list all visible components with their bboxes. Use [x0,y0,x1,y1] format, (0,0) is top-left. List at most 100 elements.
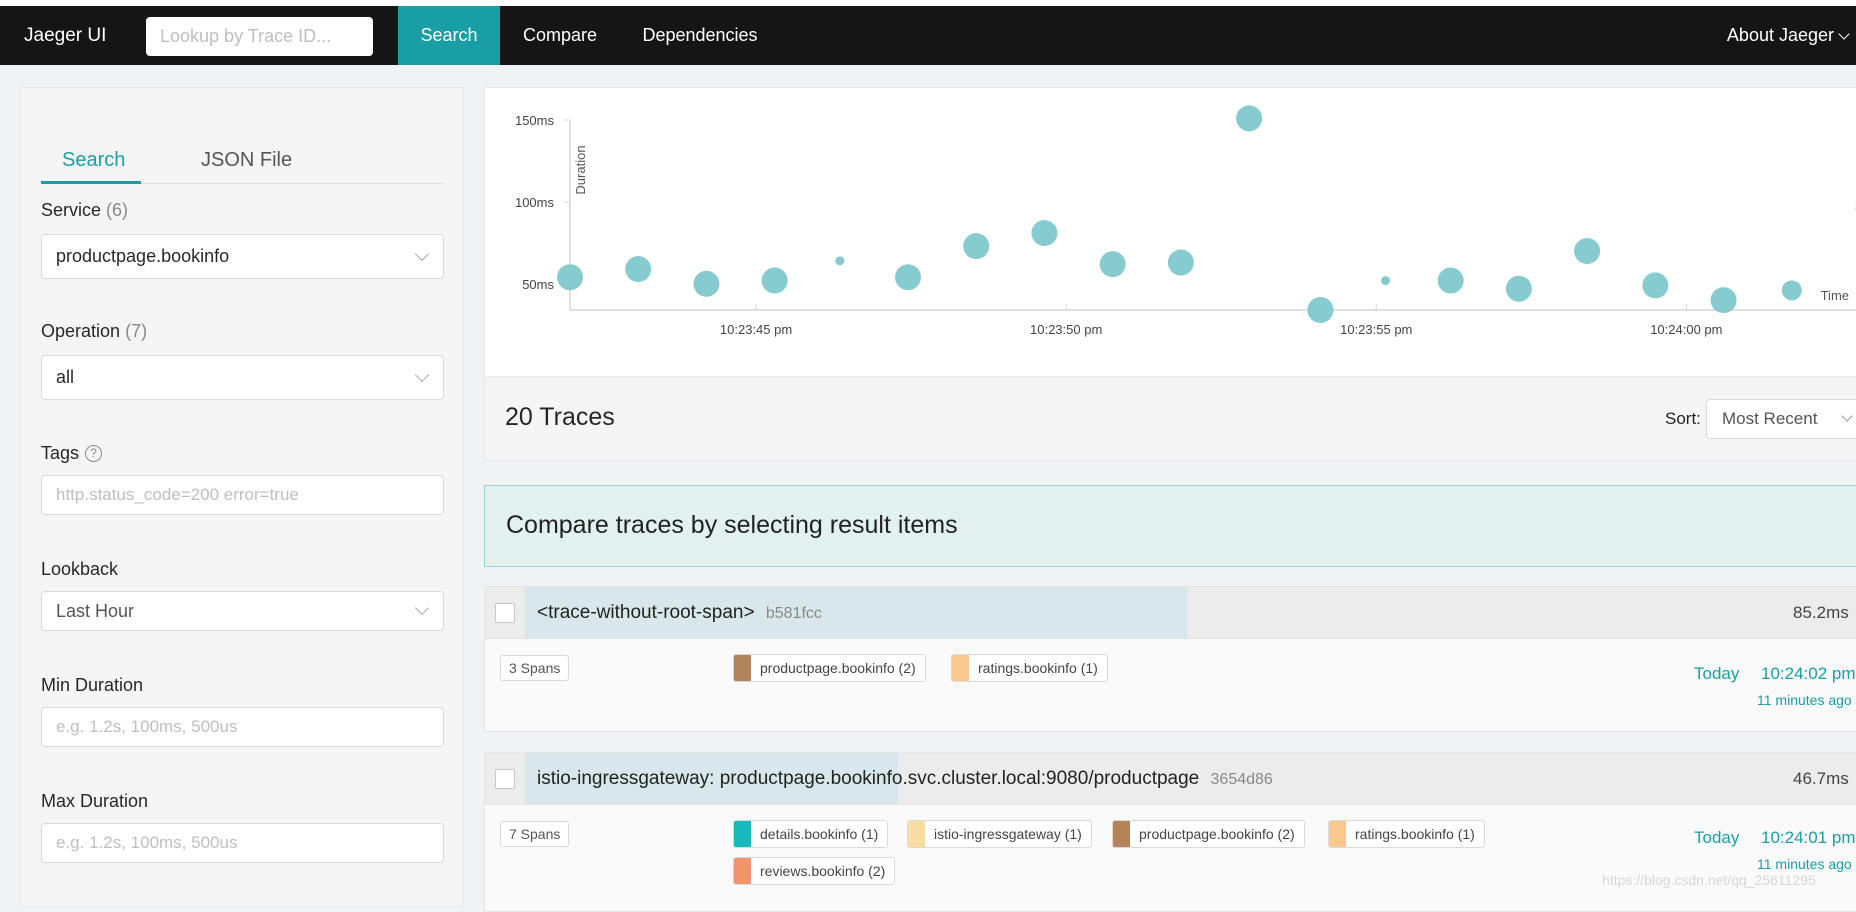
chevron-down-icon [415,247,429,261]
service-tag-label: productpage.bookinfo (2) [760,660,916,676]
trace-point[interactable] [693,271,719,297]
compare-banner: Compare traces by selecting result items [484,485,1856,567]
trace-name-text: <trace-without-root-span> [537,602,755,623]
y-tick-label: 50ms [522,277,554,292]
lookback-select[interactable]: Last Hour [41,591,444,631]
tags-label-text: Tags [41,443,79,463]
trace-point[interactable] [1642,272,1668,298]
brand-logo[interactable]: Jaeger UI [24,6,106,65]
nav-dependencies[interactable]: Dependencies [620,6,780,65]
trace-select-checkbox[interactable] [495,603,515,623]
help-icon[interactable]: ? [85,445,102,462]
service-tag: istio-ingressgateway (1) [907,820,1092,848]
trace-point[interactable] [1168,250,1194,276]
service-tag: details.bookinfo (1) [733,820,888,848]
service-label: Service (6) [41,200,128,221]
trace-title-bar[interactable]: <trace-without-root-span> b581fcc 85.2ms [485,587,1856,639]
y-tick-label: 100ms [515,195,555,210]
operation-select[interactable]: all [41,355,444,400]
service-select[interactable]: productpage.bookinfo [41,234,444,279]
service-value: productpage.bookinfo [56,246,229,266]
trace-name[interactable]: istio-ingressgateway: productpage.bookin… [537,753,1273,805]
sort-value: Most Recent [1722,409,1817,428]
top-nav: Jaeger UI Search Compare Dependencies Ab… [0,6,1856,65]
trace-name[interactable]: <trace-without-root-span> b581fcc [537,587,822,639]
max-duration-label: Max Duration [41,791,148,812]
trace-day: Today [1694,828,1739,848]
trace-point[interactable] [1236,105,1262,131]
x-tick-label: 10:23:45 pm [720,322,792,337]
tab-search[interactable]: Search [41,128,141,184]
service-tag-label: productpage.bookinfo (2) [1139,826,1295,842]
service-tag-label: ratings.bookinfo (1) [978,660,1098,676]
service-tag-label: details.bookinfo (1) [760,826,878,842]
trace-point[interactable] [1307,297,1333,323]
min-duration-input[interactable] [41,707,444,747]
max-duration-input[interactable] [41,823,444,863]
trace-point[interactable] [1711,287,1737,313]
service-tag: ratings.bookinfo (1) [1328,820,1485,848]
trace-time-ago: 11 minutes ago [1757,692,1852,708]
x-tick-label: 10:23:55 pm [1340,322,1412,337]
trace-time-ago: 11 minutes ago [1757,856,1852,872]
trace-point[interactable] [1438,268,1464,294]
nav-search[interactable]: Search [398,6,500,65]
nav-compare[interactable]: Compare [500,6,620,65]
trace-point[interactable] [1506,276,1532,302]
service-label-text: Service [41,200,101,220]
about-jaeger-label: About Jaeger [1727,25,1834,45]
trace-name-text: istio-ingressgateway: productpage.bookin… [537,768,1199,789]
span-count-badge: 3 Spans [500,655,569,681]
operation-value: all [56,367,74,387]
sidebar-tabs: Search JSON File [41,128,444,184]
service-tag-label: ratings.bookinfo (1) [1355,826,1475,842]
trace-point[interactable] [557,264,583,290]
traces-header: 20 Traces Sort: Most Recent [484,377,1856,461]
trace-duration: 46.7ms [1793,753,1856,805]
trace-id-lookup-input[interactable] [146,17,373,56]
sort-select[interactable]: Most Recent [1706,399,1856,439]
trace-point[interactable] [963,233,989,259]
min-duration-label: Min Duration [41,675,143,696]
span-count-badge: 7 Spans [500,821,569,847]
trace-id: 3654d86 [1211,771,1273,788]
trace-duration: 85.2ms [1793,587,1856,639]
trace-result-item[interactable]: istio-ingressgateway: productpage.bookin… [484,752,1856,912]
trace-point[interactable] [1100,251,1126,277]
trace-point[interactable] [1574,238,1600,264]
service-color-swatch [908,821,925,847]
trace-point[interactable] [762,268,788,294]
trace-result-item[interactable]: <trace-without-root-span> b581fcc 85.2ms… [484,586,1856,732]
trace-title-bar[interactable]: istio-ingressgateway: productpage.bookin… [485,753,1856,805]
trace-point[interactable] [835,256,844,265]
tab-json-file[interactable]: JSON File [201,128,292,184]
search-sidebar: Search JSON File Service (6) productpage… [20,87,464,907]
trace-point[interactable] [1031,220,1057,246]
service-count: (6) [106,200,128,220]
trace-point[interactable] [1381,276,1390,285]
watermark: https://blog.csdn.net/qq_25611295 [1602,872,1816,888]
trace-time: 10:24:01 pm [1761,828,1856,848]
service-tag: reviews.bookinfo (2) [733,857,895,885]
x-axis-label: Time [1821,288,1849,303]
trace-select-checkbox[interactable] [495,769,515,789]
y-tick-label: 150ms [515,113,555,128]
x-tick-label: 10:23:50 pm [1030,322,1102,337]
tags-label: Tags? [41,443,102,464]
trace-point[interactable] [625,256,651,282]
x-tick-label: 10:24:00 pm [1650,322,1722,337]
chevron-down-icon [1838,28,1849,39]
lookback-label: Lookback [41,559,118,580]
trace-point[interactable] [1782,280,1802,300]
service-color-swatch [1113,821,1130,847]
service-color-swatch [734,821,751,847]
trace-day: Today [1694,664,1739,684]
service-tag: productpage.bookinfo (2) [1112,820,1305,848]
trace-id: b581fcc [766,605,822,622]
tags-input[interactable] [41,475,444,515]
chevron-down-icon [415,368,429,382]
trace-point[interactable] [895,264,921,290]
about-jaeger-menu[interactable]: About Jaeger [1727,6,1856,65]
